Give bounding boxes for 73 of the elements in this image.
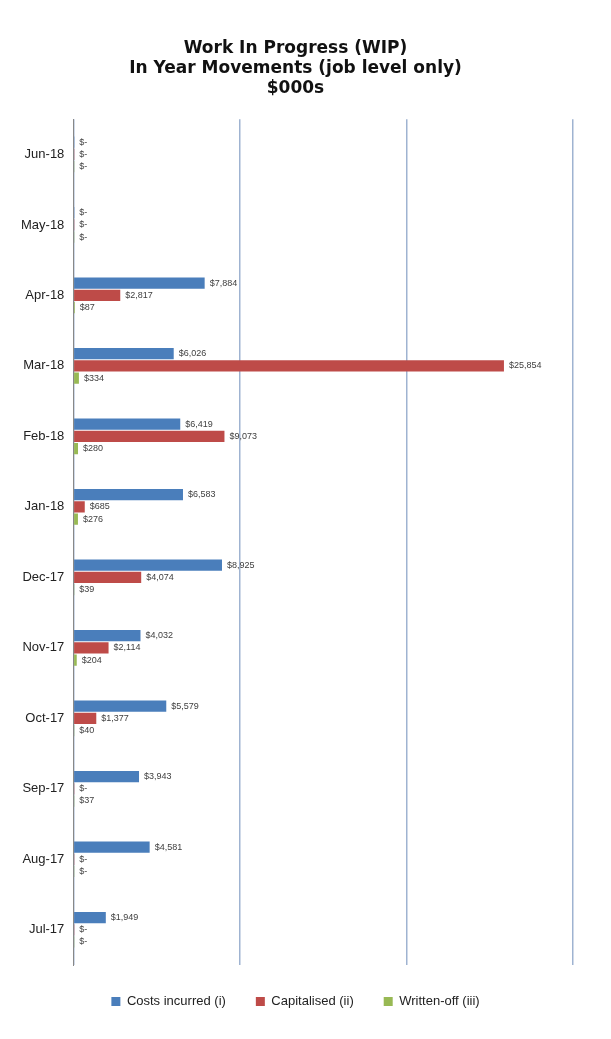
bar [74,571,142,583]
chart-title: Work In Progress (WIP) In Year Movements (job level only) $000s [129,36,462,98]
bar [74,700,167,712]
y-tick-label: Oct-17 [25,709,65,725]
y-tick-label: Sep-17 [22,780,65,796]
bar [74,430,225,442]
bar [74,289,121,302]
data-label: $- [79,219,88,230]
data-label: $4,581 [154,841,183,852]
data-label: $1,377 [101,712,129,723]
bar [74,642,109,654]
bar [74,418,181,430]
data-label: $685 [89,501,110,512]
data-label: $4,074 [146,571,174,582]
bar [74,360,504,372]
data-label: $- [79,853,88,864]
bar [74,629,141,642]
data-label: $- [79,148,88,159]
data-label: $334 [83,372,104,383]
bar [74,841,150,853]
bar [74,442,79,455]
legend-label: Costs incurred (i) [126,993,226,1009]
data-label: $- [79,231,88,242]
data-label: $40 [79,725,95,736]
data-label: $8,925 [226,559,255,570]
bar [74,348,174,360]
data-label: $5,579 [171,700,199,711]
y-tick-label: Apr-18 [25,286,65,302]
y-tick-label: Dec-17 [22,568,65,584]
data-label: $- [79,783,88,794]
legend-label: Written-off (iii) [399,993,480,1009]
data-label: $39 [79,584,95,595]
data-label: $25,854 [508,360,542,371]
data-label: $276 [82,513,103,524]
bar [74,513,78,525]
y-tick-label: Jul-17 [28,921,65,937]
data-label: $7,884 [209,277,238,288]
y-tick-label: May-18 [20,216,65,232]
data-label: $6,026 [178,348,207,359]
y-tick-label: Aug-17 [22,850,65,866]
bar [74,489,183,501]
bar [74,712,97,724]
bar [74,770,140,783]
data-label: $6,583 [187,489,216,500]
data-label: $3,943 [144,771,172,782]
data-label: $37 [79,795,95,806]
y-tick-label: Mar-18 [23,357,65,373]
data-label: $- [79,136,88,147]
y-tick-label: Nov-17 [22,639,65,655]
y-tick-label: Jun-18 [24,146,65,162]
data-label: $- [79,924,88,935]
data-label: $280 [83,443,104,454]
bar [74,501,85,513]
bar [74,654,77,666]
legend-label: Capitalised (ii) [271,993,354,1009]
data-label: $1,949 [110,912,139,923]
data-label: $- [79,936,88,947]
data-label: $- [79,161,88,172]
data-label: $- [79,865,88,876]
data-label: $2,817 [125,289,153,300]
data-label: $- [79,207,88,218]
data-label: $4,032 [145,630,174,641]
data-label: $87 [79,302,95,313]
y-tick-label: Jan-18 [24,498,65,514]
bar [74,277,205,289]
bar [74,372,79,384]
data-label: $6,419 [185,418,213,429]
data-label: $2,114 [113,642,141,653]
bar [74,911,106,924]
data-label: $9,073 [229,430,257,441]
data-label: $204 [81,654,102,665]
bar [74,559,222,571]
y-tick-label: Feb-18 [23,427,65,443]
